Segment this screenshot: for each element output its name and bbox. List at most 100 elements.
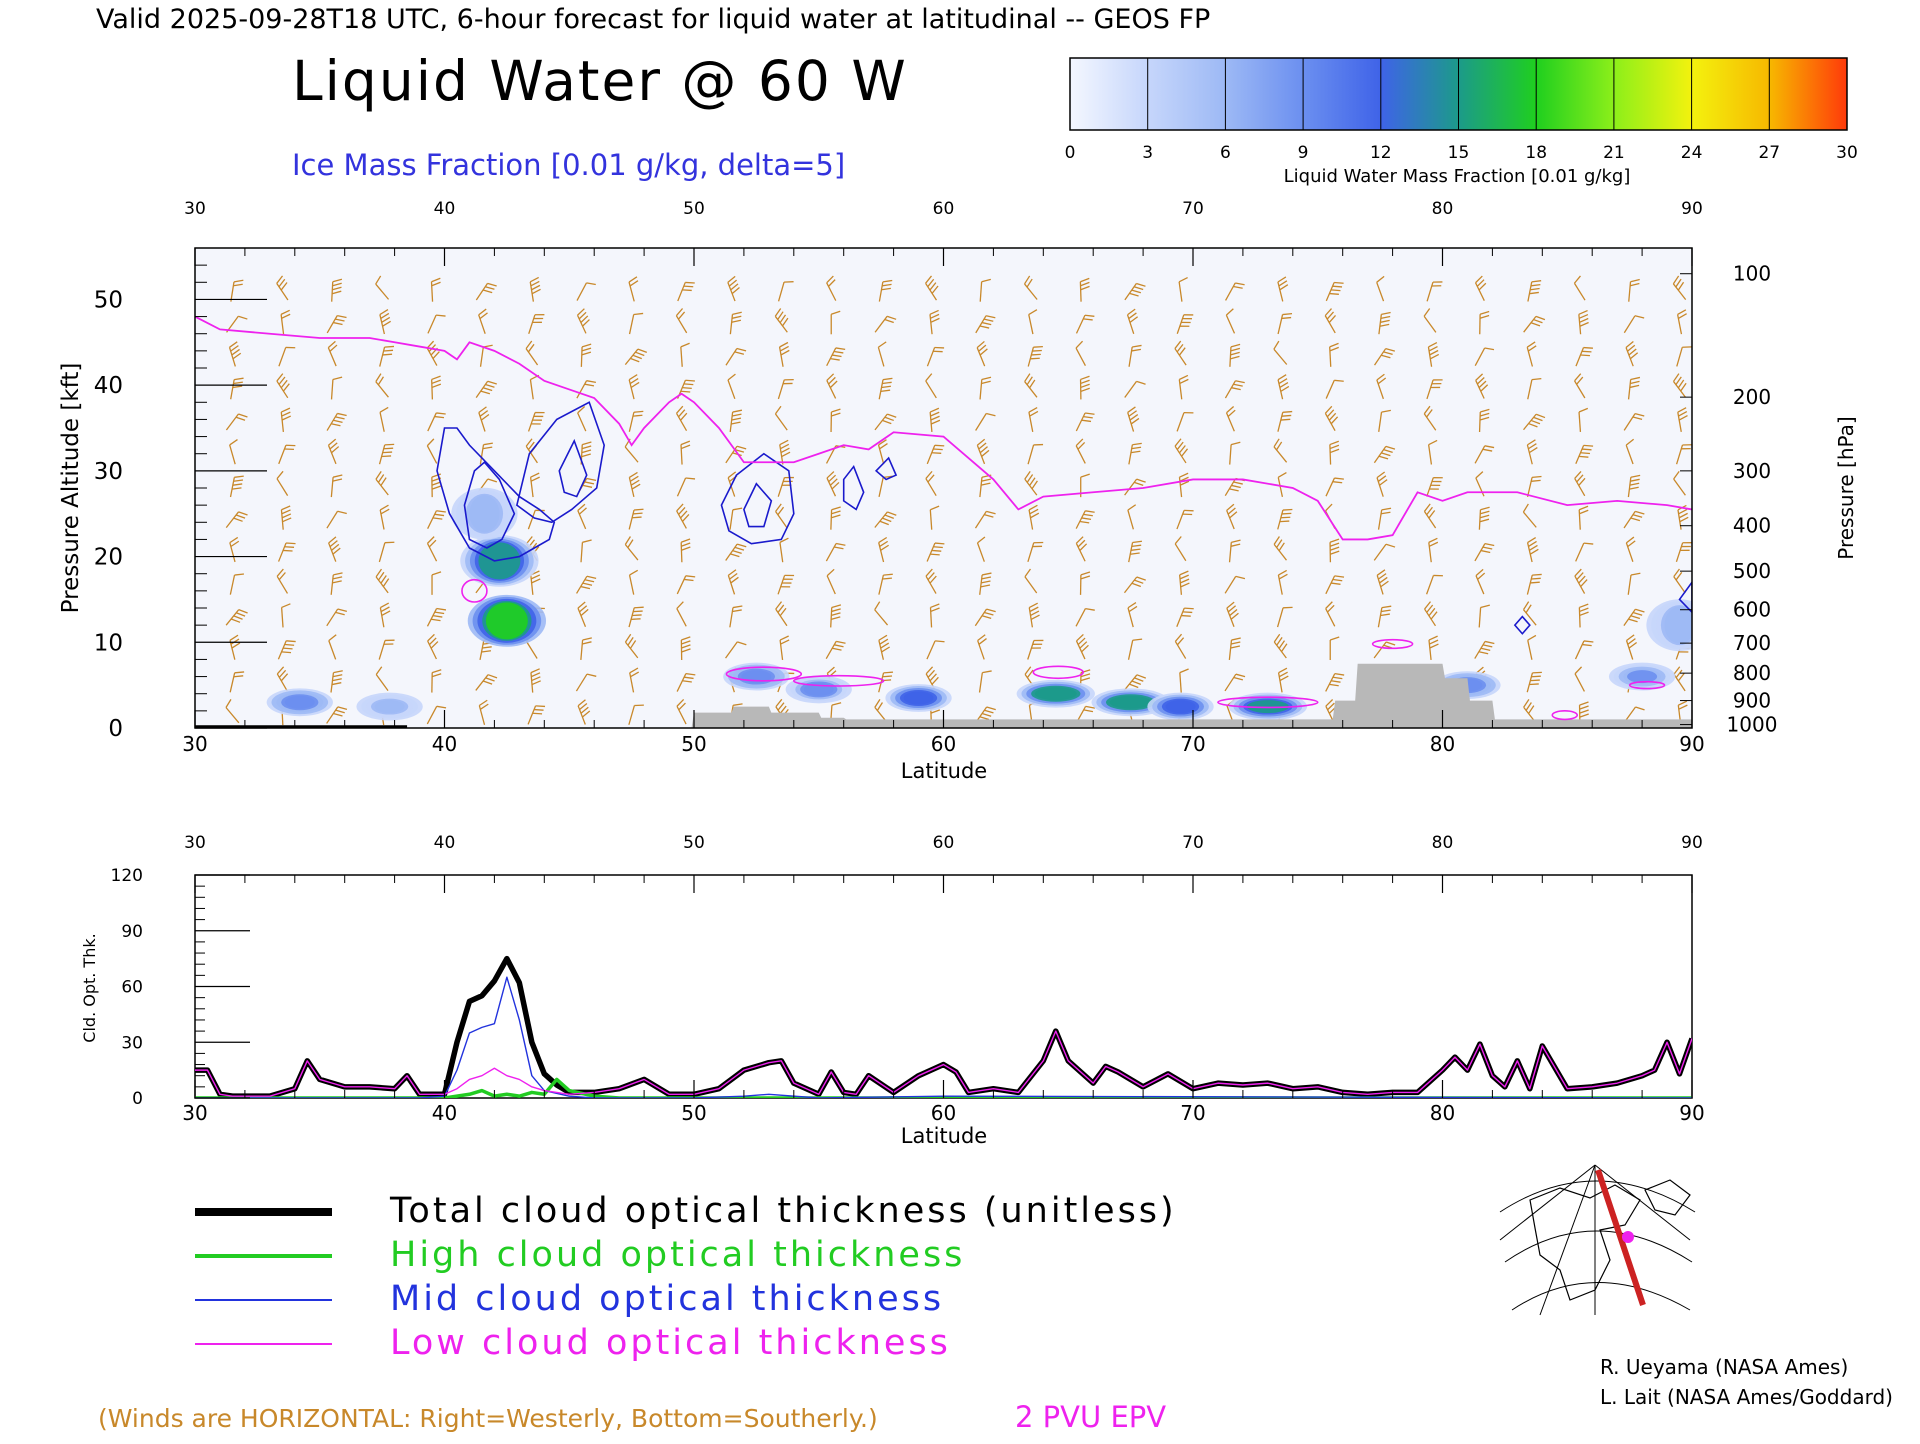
liquid-water-cell	[469, 495, 499, 532]
colorbar-label: Liquid Water Mass Fraction [0.01 g/kg]	[1284, 166, 1631, 187]
bottom-x-tick-label: 60	[931, 1101, 956, 1125]
liquid-water-cell	[486, 602, 528, 639]
bottom-y-tick-label: 0	[132, 1089, 143, 1109]
credit-lait: L. Lait (NASA Ames/Goddard)	[1600, 1385, 1893, 1409]
bottom-top-tick-label: 60	[933, 833, 955, 853]
pressure-tick-label: 200	[1733, 385, 1771, 409]
bottom-y-tick-label: 120	[111, 866, 143, 886]
liquid-water-cell	[904, 692, 934, 705]
wind-barb-staff	[1480, 412, 1481, 432]
legend-low-label: Low cloud optical thickness	[390, 1323, 951, 1363]
pressure-tick-label: 900	[1733, 689, 1771, 713]
bottom-y-tick-label: 30	[121, 1033, 143, 1053]
pressure-tick-label: 700	[1733, 631, 1771, 655]
main-top-tick-label: 40	[434, 199, 456, 219]
epv-label: 2 PVU EPV	[1015, 1400, 1166, 1434]
colorbar-tick-label: 24	[1681, 143, 1703, 163]
main-x-tick-label: 30	[182, 732, 207, 756]
bottom-x-tick-label: 40	[432, 1101, 457, 1125]
bottom-top-tick-label: 40	[434, 833, 456, 853]
legend: Total cloud optical thickness (unitless)…	[195, 1191, 1177, 1363]
main-x-tick-label: 40	[432, 732, 457, 756]
wind-barb-staff	[681, 542, 682, 562]
pressure-axis-label: Pressure [hPa]	[1834, 416, 1858, 559]
colorbar-tick-label: 21	[1603, 143, 1625, 163]
bottom-top-tick-label: 70	[1182, 833, 1204, 853]
bottom-x-tick-label: 30	[182, 1101, 207, 1125]
bottom-y-label: Cld. Opt. Thk.	[80, 933, 99, 1042]
liquid-water-cell	[1110, 696, 1152, 709]
legend-total-label: Total cloud optical thickness (unitless)	[389, 1191, 1177, 1231]
main-panel-background	[195, 248, 1692, 728]
colorbar-tick-label: 18	[1525, 143, 1547, 163]
winds-note: (Winds are HORIZONTAL: Right=Westerly, B…	[98, 1404, 878, 1433]
bottom-x-tick-label: 80	[1430, 1101, 1455, 1125]
colorbar-tick-label: 12	[1370, 143, 1392, 163]
pressure-tick-label: 100	[1733, 262, 1771, 286]
main-y-tick-label: 50	[94, 287, 123, 313]
main-y-tick-label: 30	[94, 459, 123, 485]
bottom-y-tick-label: 90	[121, 922, 143, 942]
legend-mid-label: Mid cloud optical thickness	[390, 1279, 944, 1319]
main-y-tick-label: 40	[94, 373, 123, 399]
colorbar-tick-label: 9	[1298, 143, 1309, 163]
bottom-y-tick-label: 60	[121, 978, 143, 998]
main-x-label: Latitude	[901, 759, 987, 783]
main-top-tick-label: 60	[933, 199, 955, 219]
pressure-tick-label: 600	[1733, 598, 1771, 622]
pressure-tick-label: 800	[1733, 661, 1771, 685]
pressure-tick-label: 300	[1733, 459, 1771, 483]
pressure-tick-label: 1000	[1727, 713, 1778, 737]
liquid-water-cell	[285, 696, 315, 709]
main-panel: 3030404050506060707080809090010203040501…	[58, 199, 1858, 783]
main-y-tick-label: 20	[94, 545, 123, 571]
wind-barb-staff	[581, 347, 582, 367]
wind-barb-staff	[1579, 607, 1580, 627]
location-map	[1495, 1165, 1695, 1315]
legend-high-label: High cloud optical thickness	[390, 1235, 965, 1275]
main-y-tick-label: 10	[94, 630, 123, 656]
ice-fraction-label: Ice Mass Fraction [0.01 g/kg, delta=5]	[292, 148, 845, 182]
colorbar-tick-label: 27	[1758, 143, 1780, 163]
liquid-water-cell	[1035, 687, 1077, 700]
bottom-top-tick-label: 50	[683, 833, 705, 853]
main-top-tick-label: 80	[1432, 199, 1454, 219]
wind-barb-staff	[1330, 445, 1331, 465]
colorbar-tick-label: 0	[1065, 143, 1076, 163]
main-x-tick-label: 60	[931, 732, 956, 756]
liquid-water-cell	[478, 542, 520, 579]
main-x-tick-label: 80	[1430, 732, 1455, 756]
page-title: Liquid Water @ 60 W	[292, 49, 908, 113]
bottom-top-tick-label: 90	[1681, 833, 1703, 853]
pressure-tick-label: 400	[1733, 514, 1771, 538]
colorbar-tick-label: 6	[1220, 143, 1231, 163]
main-y-tick-label: 0	[108, 716, 123, 742]
main-top-tick-label: 90	[1681, 199, 1703, 219]
main-x-tick-label: 90	[1679, 732, 1704, 756]
valid-line: Valid 2025-09-28T18 UTC, 6-hour forecast…	[96, 4, 1210, 35]
bottom-top-tick-label: 30	[184, 833, 206, 853]
main-top-tick-label: 70	[1182, 199, 1204, 219]
main-top-tick-label: 30	[184, 199, 206, 219]
wind-barb-staff	[432, 379, 433, 399]
liquid-water-cell	[1665, 607, 1695, 644]
colorbar-tick-label: 3	[1142, 143, 1153, 163]
colorbar-tick-label: 15	[1448, 143, 1470, 163]
liquid-water-cell	[1166, 700, 1196, 713]
main-x-tick-label: 50	[681, 732, 706, 756]
wind-barb-staff	[1080, 282, 1081, 302]
wind-barb-staff	[831, 510, 832, 530]
bottom-x-label: Latitude	[901, 1124, 987, 1148]
bottom-x-tick-label: 70	[1180, 1101, 1205, 1125]
pressure-tick-label: 500	[1733, 559, 1771, 583]
transect-marker	[1622, 1231, 1634, 1243]
bottom-x-tick-label: 90	[1679, 1101, 1704, 1125]
liquid-water-cell	[375, 700, 405, 713]
main-x-tick-label: 70	[1180, 732, 1205, 756]
main-top-tick-label: 50	[683, 199, 705, 219]
main-y-label: Pressure Altitude [kft]	[58, 363, 84, 614]
